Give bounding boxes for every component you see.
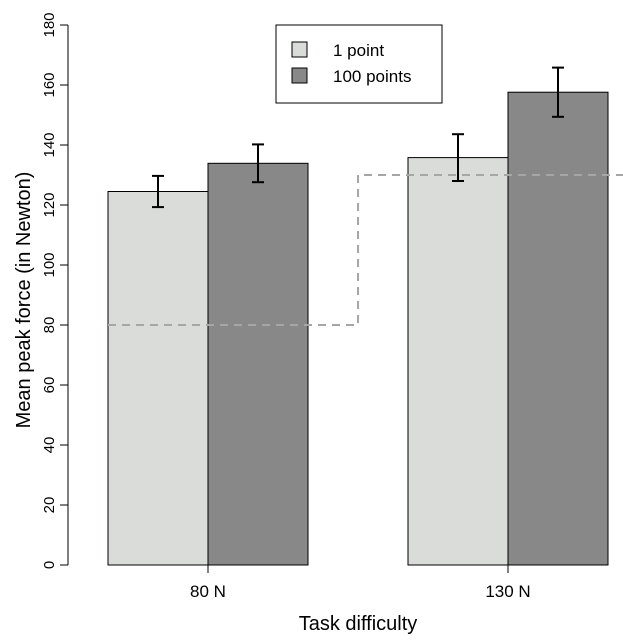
bar-80N-1-point — [107, 191, 209, 566]
legend-swatch-100-points — [291, 67, 308, 84]
legend-swatch-1-point — [291, 41, 308, 58]
bar-80N-100-points — [207, 162, 309, 566]
y-tick-label: 140 — [41, 132, 58, 157]
error-bar-80N-100-points — [252, 143, 264, 184]
legend: 1 point 100 points — [275, 24, 443, 104]
y-tick-label: 120 — [41, 192, 58, 217]
error-bar-130N-1-point — [452, 133, 464, 182]
y-tick-label: 60 — [41, 377, 58, 394]
legend-label-100-points: 100 points — [333, 67, 411, 86]
bars-group — [107, 91, 609, 566]
x-axis: 80 N 130 N — [190, 565, 531, 601]
y-tick-label: 80 — [41, 317, 58, 334]
y-tick-label: 180 — [41, 12, 58, 37]
y-tick-label: 0 — [41, 561, 58, 569]
y-tick-label: 20 — [41, 497, 58, 514]
target-step-line — [108, 174, 623, 326]
y-tick-label: 40 — [41, 437, 58, 454]
legend-label-1-point: 1 point — [333, 41, 384, 60]
bar-130N-100-points — [507, 91, 609, 566]
target-force-line — [108, 174, 623, 326]
x-tick-label: 130 N — [485, 582, 530, 601]
y-axis-title: Mean peak force (in Newton) — [13, 172, 35, 429]
y-tick-label: 160 — [41, 72, 58, 97]
y-tick-label: 100 — [41, 252, 58, 277]
error-bars-group — [152, 66, 564, 209]
y-axis: 0 20 40 60 80 100 120 140 160 180 — [41, 12, 69, 569]
bar-130N-1-point — [407, 157, 509, 566]
error-bar-80N-1-point — [152, 174, 164, 209]
error-bar-130N-100-points — [552, 66, 564, 118]
x-tick-label: 80 N — [190, 582, 226, 601]
legend-box — [275, 24, 443, 104]
x-axis-title: Task difficulty — [299, 613, 418, 635]
